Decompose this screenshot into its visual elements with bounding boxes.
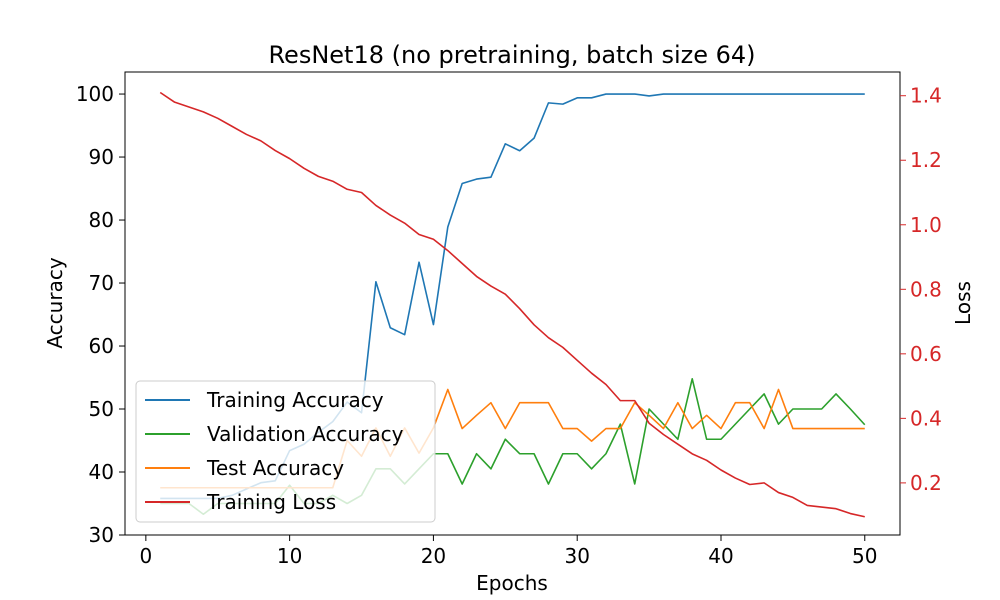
legend-label: Training Loss <box>206 490 336 514</box>
y-tick-label: 90 <box>89 145 114 169</box>
y-tick-label: 50 <box>89 397 114 421</box>
legend-label: Test Accuracy <box>206 456 344 480</box>
plot-frame <box>124 71 901 536</box>
y-axis-label-loss: Loss <box>951 281 975 325</box>
y-tick-label: 40 <box>89 460 114 484</box>
y-tick-label: 60 <box>89 334 114 358</box>
legend-label: Training Accuracy <box>206 388 384 412</box>
x-tick-label: 0 <box>139 544 152 568</box>
y-tick-label: 100 <box>76 82 114 106</box>
x-tick-label: 40 <box>708 544 733 568</box>
y-axis-label-accuracy: Accuracy <box>43 257 67 348</box>
y2-tick-label: 0.8 <box>910 277 942 301</box>
legend-label: Validation Accuracy <box>207 422 404 446</box>
y-tick-label: 30 <box>89 523 114 547</box>
y2-tick-label: 1.4 <box>910 84 942 108</box>
y-tick-label: 80 <box>89 208 114 232</box>
y2-tick-label: 1.2 <box>910 148 942 172</box>
x-axis: 0 10 20 30 40 50 <box>139 535 877 568</box>
legend-box <box>135 380 436 523</box>
y-axis-loss: 0.2 0.4 0.6 0.8 1.0 1.2 1.4 <box>900 84 942 495</box>
y2-tick-label: 1.0 <box>910 213 942 237</box>
x-tick-label: 50 <box>852 544 877 568</box>
y-axis-accuracy: 30 40 50 60 70 80 90 100 <box>76 82 125 547</box>
y2-tick-label: 0.2 <box>910 471 942 495</box>
x-tick-label: 30 <box>564 544 589 568</box>
x-tick-label: 20 <box>421 544 446 568</box>
x-axis-label: Epochs <box>476 571 548 595</box>
legend: Training Accuracy Validation Accuracy Test… <box>135 380 436 523</box>
chart-title: ResNet18 (no pretraining, batch size 64) <box>268 41 755 69</box>
y-tick-label: 70 <box>89 271 114 295</box>
series-line-training-loss <box>159 91 865 518</box>
y2-tick-label: 0.6 <box>910 342 942 366</box>
x-tick-label: 10 <box>277 544 302 568</box>
y2-tick-label: 0.4 <box>910 406 942 430</box>
